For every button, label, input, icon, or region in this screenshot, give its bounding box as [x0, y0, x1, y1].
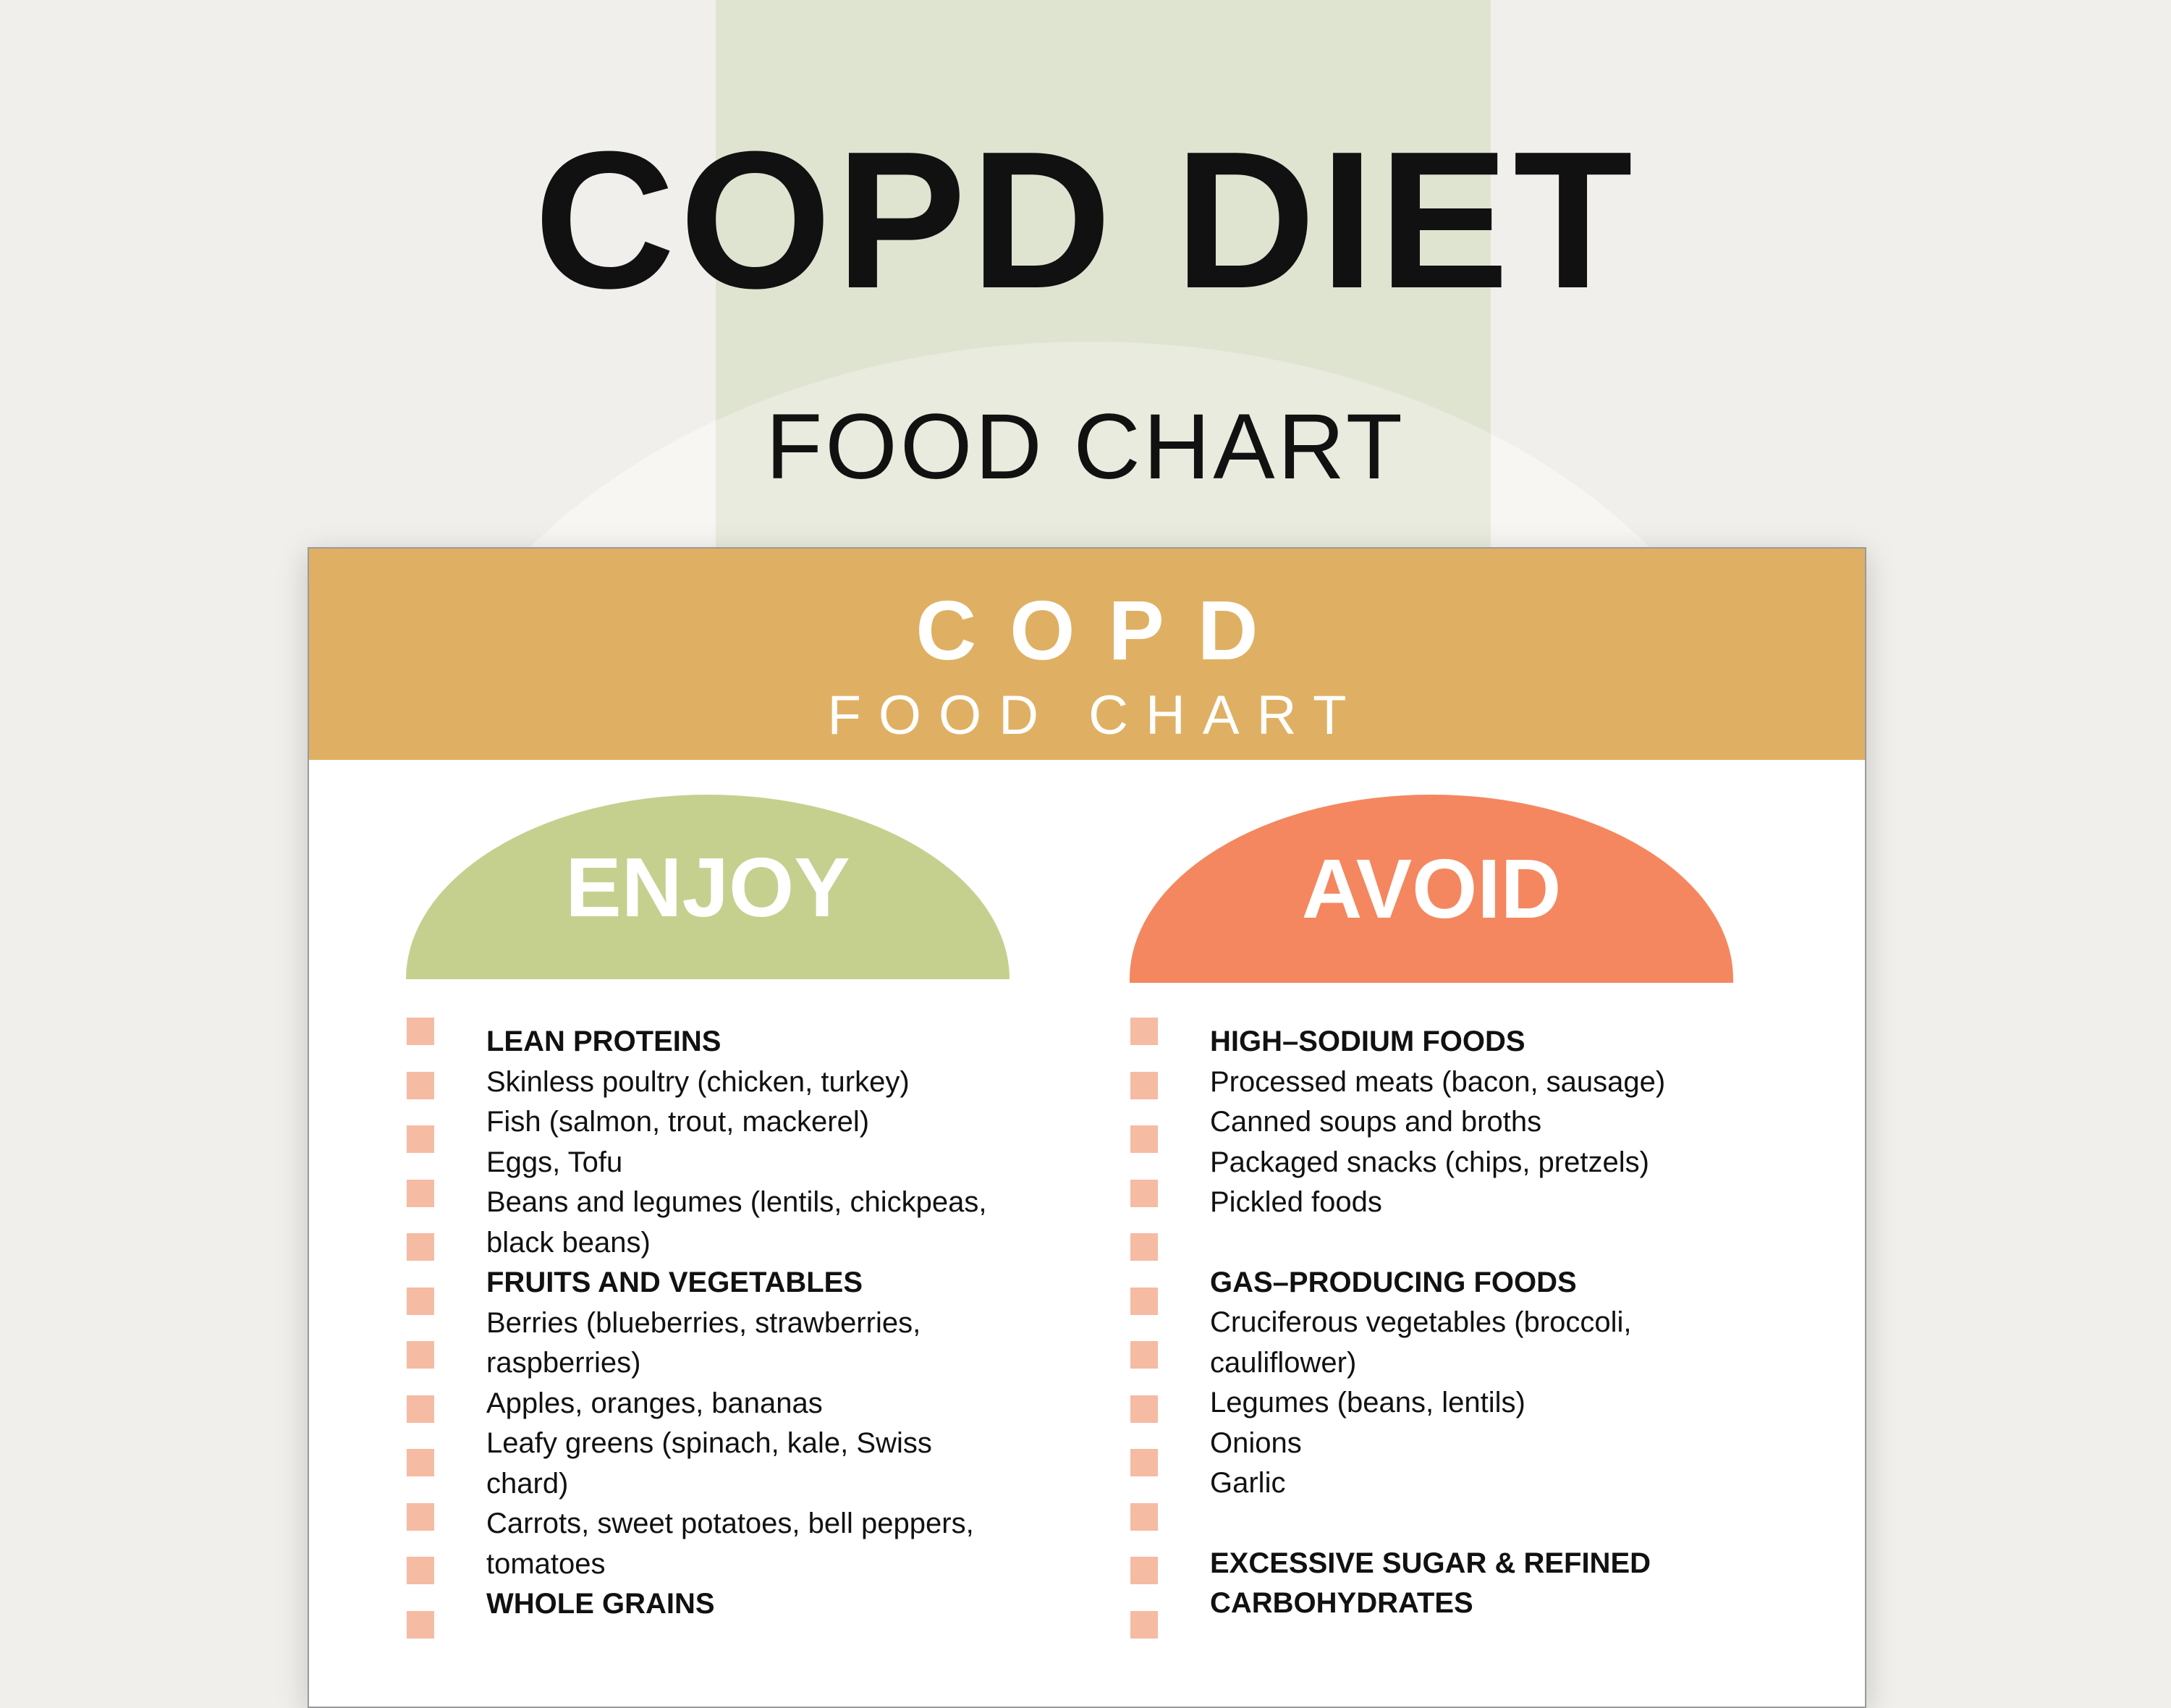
checkbox — [407, 1502, 434, 1531]
card-subtitle: FOOD CHART — [827, 685, 1364, 746]
list-item: Beans and legumes (lentils, chickpeas, b… — [486, 1186, 987, 1259]
checkbox — [407, 1179, 434, 1207]
checkbox — [1130, 1341, 1158, 1369]
card: COPD FOOD CHART ENJOY LEAN PROTEINS Skinle… — [308, 547, 1866, 1708]
checkbox — [407, 1071, 434, 1099]
list-item: Legumes (beans, lentils) — [1210, 1387, 1525, 1419]
checkbox — [407, 1557, 434, 1584]
checkbox — [1130, 1233, 1158, 1261]
item-list: HIGH–SODIUM FOODS Processed meats (bacon,… — [1210, 1022, 1717, 1624]
card-header: COPD FOOD CHART — [309, 549, 1865, 760]
checkbox — [1130, 1071, 1158, 1099]
group-heading: WHOLE GRAINS — [486, 1588, 715, 1620]
checkbox — [1130, 1125, 1158, 1153]
checkbox — [1130, 1287, 1158, 1315]
list-item: Eggs, Tofu — [486, 1146, 623, 1178]
list-item: Fish (salmon, trout, mackerel) — [486, 1106, 870, 1138]
list-item: Onions — [1210, 1426, 1302, 1459]
checkbox — [1130, 1179, 1158, 1207]
group-heading: HIGH–SODIUM FOODS — [1210, 1026, 1525, 1057]
checkbox — [407, 1287, 434, 1315]
page-subtitle: FOOD CHART — [766, 395, 1405, 499]
checkbox — [1130, 1557, 1158, 1584]
list-item: Leafy greens (spinach, kale, Swiss chard… — [486, 1427, 932, 1500]
checkbox — [407, 1395, 434, 1423]
list-item: Packaged snacks (chips, pretzels) — [1210, 1146, 1649, 1178]
list-item: Processed meats (bacon, sausage) — [1210, 1065, 1666, 1098]
checkbox — [407, 1125, 434, 1153]
list-item: Pickled foods — [1210, 1186, 1382, 1218]
item-list: LEAN PROTEINS Skinless poultry (chicken, … — [486, 1022, 1022, 1625]
checkbox — [407, 1233, 434, 1261]
checkbox — [1130, 1610, 1158, 1639]
group-heading: EXCESSIVE SUGAR & REFINED CARBOHYDRATES — [1210, 1547, 1651, 1620]
list-item: Apples, oranges, bananas — [486, 1387, 823, 1419]
list-item: Garlic — [1210, 1467, 1286, 1499]
list-item: Canned soups and broths — [1210, 1106, 1542, 1138]
checkbox — [1130, 1449, 1158, 1476]
group-heading: GAS–PRODUCING FOODS — [1210, 1266, 1577, 1298]
list-item: Skinless poultry (chicken, turkey) — [486, 1065, 910, 1098]
checkbox — [1130, 1395, 1158, 1423]
checkbox — [1130, 1018, 1158, 1045]
checkbox — [407, 1341, 434, 1369]
card-title: COPD — [915, 583, 1292, 677]
checkbox — [407, 1018, 434, 1045]
list-item: Berries (blueberries, strawberries, rasp… — [486, 1306, 921, 1379]
checkbox — [407, 1449, 434, 1476]
checkbox — [1130, 1502, 1158, 1531]
list-item: Carrots, sweet potatoes, bell peppers, t… — [486, 1508, 974, 1580]
page-title: COPD DIET — [533, 111, 1638, 329]
group-heading: FRUITS AND VEGETABLES — [486, 1267, 863, 1298]
green-band-lower — [716, 342, 1491, 565]
group-heading: LEAN PROTEINS — [486, 1026, 721, 1057]
column-label: ENJOY — [406, 795, 1010, 979]
column-label: AVOID — [1130, 795, 1733, 983]
list-item: Cruciferous vegetables (broccoli, caulif… — [1210, 1306, 1632, 1379]
page: COPD DIET FOOD CHART COPD FOOD CHART ENJ… — [308, 0, 1866, 1708]
checkbox — [407, 1610, 434, 1639]
